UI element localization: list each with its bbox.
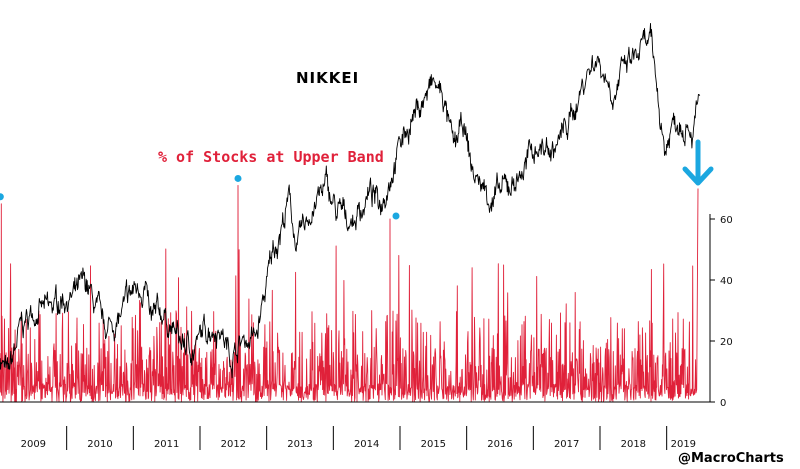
nikkei-line: [0, 22, 701, 379]
peak-marker-dot: [0, 193, 4, 201]
year-label: 2009: [21, 439, 46, 450]
year-label: 2015: [421, 439, 446, 450]
y-tick-label: 0: [720, 398, 726, 409]
peak-markers: [0, 174, 400, 220]
year-labels: 2009 2010 2011 2012 2013 2014 2015 2016 2017 2018…: [21, 439, 696, 450]
year-separators: [66, 426, 668, 450]
y-tick-label: 60: [720, 215, 733, 226]
down-arrow-icon: [682, 139, 714, 186]
y-axis-right: 0 20 40 60: [709, 214, 733, 409]
year-label: 2018: [621, 439, 646, 450]
y-ticks: 0 20 40 60: [710, 215, 733, 409]
year-label: 2012: [221, 439, 246, 450]
series-label: % of Stocks at Upper Band: [158, 148, 384, 166]
y-tick-label: 40: [720, 276, 733, 287]
year-label: 2017: [554, 439, 579, 450]
peak-marker-dot: [392, 212, 400, 220]
upper-band-line: [0, 184, 699, 403]
year-label: 2011: [154, 439, 179, 450]
year-label: 2013: [287, 439, 312, 450]
peak-marker-dot: [234, 174, 242, 182]
x-axis: 2009 2010 2011 2012 2013 2014 2015 2016 2017 2018…: [0, 401, 710, 450]
upper-band-series: [0, 184, 699, 403]
year-label: 2019: [671, 439, 696, 450]
nikkei-series: [0, 22, 701, 379]
arrow-head: [682, 166, 714, 186]
chart-title: NIKKEI: [296, 69, 359, 87]
year-label: 2014: [354, 439, 379, 450]
year-label: 2010: [87, 439, 112, 450]
credit-label: @MacroCharts: [678, 451, 784, 466]
y-tick-label: 20: [720, 337, 733, 348]
year-label: 2016: [487, 439, 512, 450]
